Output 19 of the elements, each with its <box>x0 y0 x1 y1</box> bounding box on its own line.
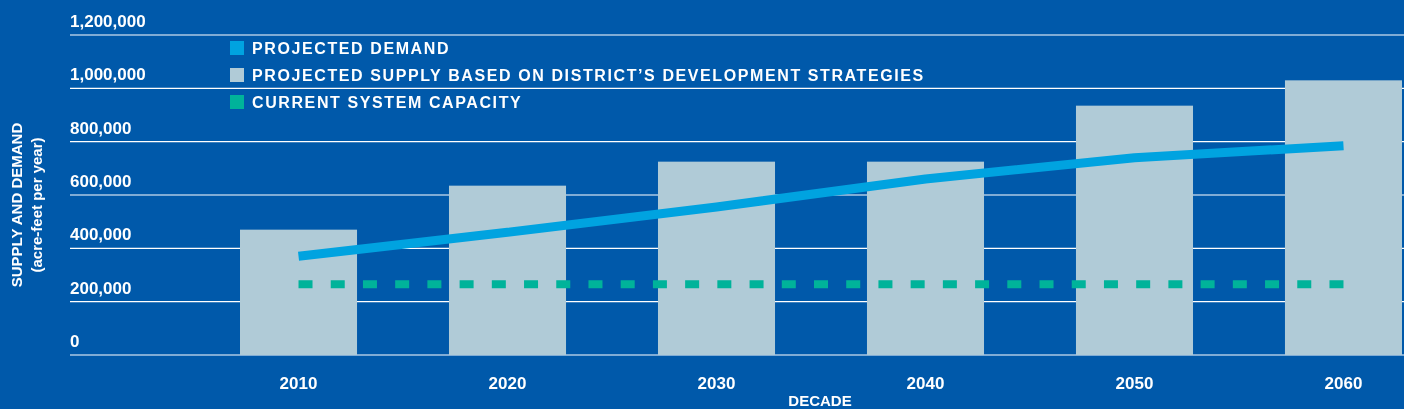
x-tick-label: 2060 <box>1324 374 1363 393</box>
x-tick-label: 2010 <box>279 374 318 393</box>
y-tick-label: 0 <box>70 332 80 351</box>
y-tick-label: 600,000 <box>70 172 132 191</box>
x-axis-title: DECADE <box>788 392 852 409</box>
x-tick-label: 2040 <box>906 374 945 393</box>
y-tick-label: 1,200,000 <box>70 12 146 31</box>
y-tick-label: 200,000 <box>70 278 132 298</box>
y-tick-label: 800,000 <box>70 118 132 138</box>
y-tick-label: 400,000 <box>70 225 132 245</box>
x-tick-label: 2030 <box>697 374 736 393</box>
text: (acre-feet per year) <box>28 137 45 273</box>
legend-label: PROJECTED SUPPLY BASED ON DISTRICT’S DEVELOPMENT STRATEGIES <box>252 67 925 84</box>
x-tick-label: 2050 <box>1115 374 1154 393</box>
y-tick-label: 1,000,000 <box>70 65 146 85</box>
y-axis-title: SUPPLY AND DEMAND <box>8 122 25 288</box>
legend-label: PROJECTED DEMAND <box>252 40 451 57</box>
x-tick-label: 2020 <box>488 374 527 393</box>
legend-label: CURRENT SYSTEM CAPACITY <box>252 94 523 111</box>
